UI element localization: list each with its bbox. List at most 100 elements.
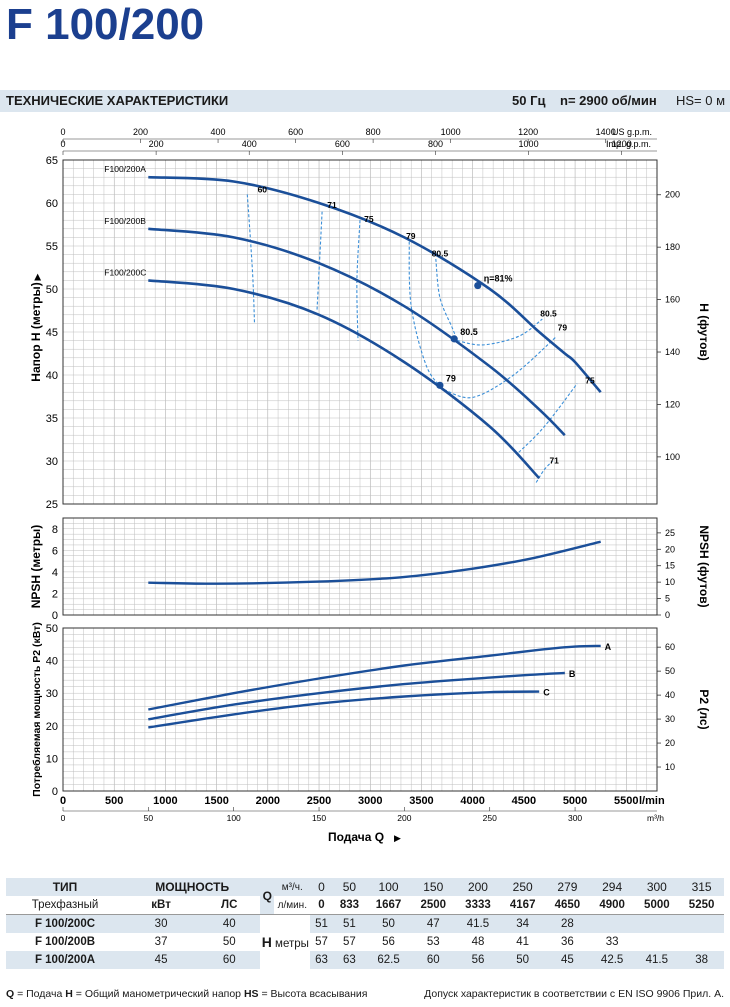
head-cell: 60 (426, 954, 440, 966)
us-gpm-unit: US g.p.m. (612, 127, 652, 137)
head-cell: 63 (315, 954, 328, 966)
y-tick-label: 50 (46, 623, 58, 635)
head-cell: 47 (410, 914, 456, 933)
y2-tick-label: 10 (665, 762, 675, 772)
efficiency-label: 71 (327, 200, 337, 210)
unit-m3h: м³/ч. (281, 881, 303, 893)
us-gpm-tick-label: 1400 (596, 127, 616, 137)
y-tick-label: 55 (46, 241, 58, 253)
table-header-row-2: Трехфазный кВт ЛС л/мин. 0 833 1667 2500… (6, 896, 724, 915)
imp-gpm-unit: Imp. g.p.m. (606, 139, 651, 149)
head-cell: 34 (500, 914, 546, 933)
performance-table: ТИП МОЩНОСТЬ Q м³/ч. 0 50 100 150 200 25… (6, 878, 724, 969)
efficiency-iso-line (457, 318, 543, 346)
y2-tick-label: 60 (665, 642, 675, 652)
footer-legend: Q = Подача H = Общий манометрический нап… (6, 988, 367, 1000)
npsh-curve (148, 540, 601, 585)
col-type-header: ТИП (52, 880, 78, 894)
head-cell: 57 (343, 936, 356, 948)
efficiency-label: 75 (364, 214, 374, 224)
y2-tick-label: 20 (665, 544, 675, 554)
y2-tick-label: 180 (665, 242, 680, 252)
us-gpm-tick-label: 400 (211, 127, 226, 137)
efficiency-iso-line (408, 241, 445, 390)
spec-suction-height: HS= 0 м (676, 93, 726, 108)
y2-tick-label: 5 (665, 594, 670, 604)
head-cell: 56 (471, 954, 485, 966)
performance-charts: 253035404550556065100120140160180200Напо… (29, 127, 711, 844)
x-tick-label: 5000 (563, 795, 587, 807)
efficiency-iso-line (443, 335, 557, 399)
head-cell (589, 914, 635, 933)
q-m3h-cell: 150 (423, 880, 444, 894)
y-tick-label: 40 (46, 370, 58, 382)
head-cell: 41 (516, 936, 530, 948)
m3h-tick-label: 250 (483, 813, 497, 823)
imp-gpm-tick-label: 800 (428, 139, 443, 149)
col-power-header: МОЩНОСТЬ (155, 880, 230, 894)
y-tick-label: 0 (52, 610, 58, 622)
q-lmin-cell: 5250 (688, 899, 715, 911)
head-cell: 38 (695, 954, 708, 966)
three-phase-label: Трехфазный (31, 899, 99, 911)
head-cell: 53 (426, 936, 440, 948)
y2-axis-label: NPSH (футов) (697, 525, 711, 607)
model-cell: F 100/200B (34, 936, 96, 948)
y2-axis-label: H (футов) (697, 303, 711, 361)
us-gpm-tick-label: 200 (133, 127, 148, 137)
table-header-row-1: ТИП МОЩНОСТЬ Q м³/ч. 0 50 100 150 200 25… (6, 878, 724, 903)
efficiency-iso-line (316, 211, 323, 311)
y2-tick-label: 25 (665, 528, 675, 538)
spec-frequency: 50 Гц (512, 93, 546, 108)
series-label: F100/200B (104, 216, 146, 226)
model-cell: F 100/200C (6, 914, 124, 933)
efficiency-iso-line (535, 460, 553, 483)
y-tick-label: 2 (52, 588, 58, 600)
x-tick-label: 1000 (153, 795, 177, 807)
spec-speed: n= 2900 об/мин (560, 93, 657, 108)
x-tick-label: 3000 (358, 795, 382, 807)
power-series-label: B (569, 669, 576, 679)
us-gpm-tick-label: 0 (60, 127, 65, 137)
plot-frame (62, 627, 658, 792)
q-m3h-cell: 315 (691, 880, 712, 894)
y-tick-label: 4 (52, 567, 58, 579)
hp-cell: 40 (198, 914, 261, 933)
y-axis-label: Потребляемая мощность P2 (кВт) (31, 622, 43, 797)
kw-cell: 30 (124, 914, 199, 933)
hp-header: ЛС (221, 899, 238, 911)
y2-tick-label: 30 (665, 714, 675, 724)
plot-frame (62, 517, 658, 616)
m3h-tick-label: 0 (61, 813, 66, 823)
x-tick-label: 4500 (512, 795, 536, 807)
head-cell: 56 (382, 936, 395, 948)
y2-axis-label: P2 (лс) (697, 689, 711, 729)
hp-cell: 60 (222, 954, 236, 966)
bep-marker (436, 381, 444, 389)
series-label: F100/200C (104, 267, 146, 277)
footer-q: Q (6, 988, 15, 1000)
q-m3h-cell: 300 (646, 880, 667, 894)
kw-header: кВт (151, 899, 171, 911)
y2-tick-label: 50 (665, 666, 675, 676)
power-curve (148, 644, 601, 711)
q-lmin-cell: 4167 (509, 899, 536, 911)
head-cell (634, 933, 679, 951)
h-meters-label: H метры (260, 914, 311, 969)
footer-hs-text: = Высота всасывания (258, 988, 368, 1000)
head-cell: 42.5 (600, 954, 624, 966)
unit-lmin: л/мин. (277, 899, 307, 911)
head-cell: 51 (332, 914, 367, 933)
q-lmin-cell: 4650 (554, 899, 581, 911)
col-q-header: Q (262, 889, 272, 903)
head-cell: 45 (561, 954, 574, 966)
q-lmin-cell: 2500 (420, 899, 447, 911)
bep-label: 79 (446, 373, 456, 383)
x-tick-label: 2500 (307, 795, 331, 807)
head-cell: 51 (310, 914, 333, 933)
power-curve (148, 690, 540, 729)
y2-tick-label: 40 (665, 690, 675, 700)
y2-tick-label: 140 (665, 347, 680, 357)
head-cell: 50 (516, 954, 530, 966)
x-tick-label: 1500 (204, 795, 228, 807)
